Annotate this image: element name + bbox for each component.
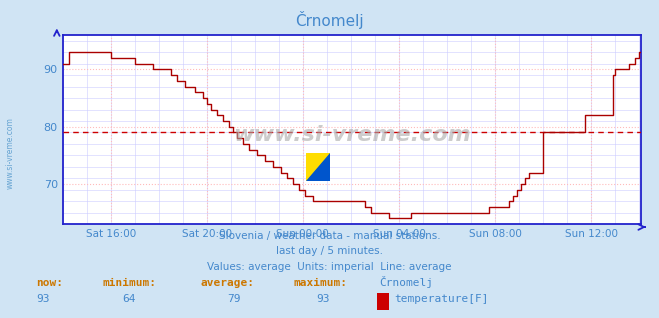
Text: average:: average: [201,278,255,288]
Text: maximum:: maximum: [293,278,347,288]
Text: Slovenia / weather data - manual stations.: Slovenia / weather data - manual station… [219,231,440,240]
Text: Črnomelj: Črnomelj [295,11,364,29]
Text: temperature[F]: temperature[F] [394,294,488,304]
Text: 79: 79 [227,294,241,304]
Text: 93: 93 [316,294,330,304]
Text: now:: now: [36,278,63,288]
Text: www.si-vreme.com: www.si-vreme.com [233,125,471,145]
Polygon shape [306,153,330,181]
Text: www.si-vreme.com: www.si-vreme.com [5,117,14,189]
Text: 64: 64 [122,294,135,304]
Polygon shape [306,153,330,181]
Text: minimum:: minimum: [102,278,156,288]
Text: Values: average  Units: imperial  Line: average: Values: average Units: imperial Line: av… [207,262,452,272]
Text: last day / 5 minutes.: last day / 5 minutes. [276,246,383,256]
Text: Črnomelj: Črnomelj [379,276,433,288]
Text: 93: 93 [36,294,49,304]
